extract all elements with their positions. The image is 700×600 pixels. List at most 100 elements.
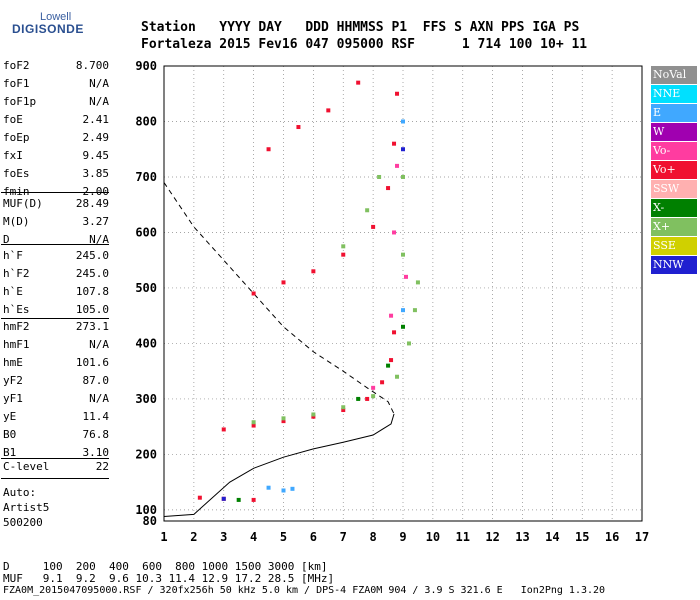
param-value: 245.0 bbox=[75, 249, 109, 262]
echo-point bbox=[392, 230, 397, 235]
param-row: h`F2 245.0 bbox=[3, 267, 109, 284]
param-row: M(D) 3.27 bbox=[3, 215, 109, 232]
footer-file-info: FZA0M_2015047095000.RSF / 320fx256h 50 k… bbox=[3, 585, 606, 596]
echo-point bbox=[326, 108, 331, 113]
echo-point bbox=[403, 274, 408, 279]
echo-point bbox=[389, 313, 394, 318]
param-row: hmF2 273.1 bbox=[3, 320, 109, 337]
param-row: h`E 107.8 bbox=[3, 285, 109, 302]
param-value: 105.0 bbox=[75, 303, 109, 316]
extrapolated-profile bbox=[163, 182, 395, 415]
param-value: 11.4 bbox=[82, 410, 110, 423]
echo-point bbox=[341, 244, 346, 249]
param-row: hmE 101.6 bbox=[3, 356, 109, 373]
param-name: MUF(D) bbox=[3, 197, 43, 210]
x-tick-label: 1 bbox=[160, 530, 167, 544]
param-row: fmin 2.00 bbox=[3, 185, 109, 202]
param-value: 273.1 bbox=[75, 320, 109, 333]
echo-point bbox=[401, 252, 405, 257]
x-tick-label: 5 bbox=[280, 530, 287, 544]
echo-point bbox=[401, 308, 405, 313]
param-row: h`F 245.0 bbox=[3, 249, 109, 266]
echo-point bbox=[221, 427, 226, 432]
x-tick-label: 15 bbox=[575, 530, 589, 544]
echo-point bbox=[311, 414, 316, 419]
echo-point bbox=[365, 396, 370, 401]
legend-item: X+ bbox=[651, 218, 697, 236]
param-value: N/A bbox=[89, 392, 109, 405]
x-tick-label: 17 bbox=[635, 530, 649, 544]
legend-item: W bbox=[651, 123, 697, 141]
panel-separator bbox=[1, 244, 109, 245]
clevel-value: 22 bbox=[95, 460, 109, 473]
footer-distance: D 100 200 400 600 800 1000 1500 3000 [km… bbox=[3, 560, 328, 573]
y-tick-label: 300 bbox=[135, 392, 157, 406]
param-value: 107.8 bbox=[75, 285, 109, 298]
footer-muf: MUF 9.1 9.2 9.6 10.3 11.4 12.9 17.2 28.5… bbox=[3, 572, 335, 585]
param-row: foE 2.41 bbox=[3, 113, 109, 130]
param-row: yF1 N/A bbox=[3, 392, 109, 409]
header-labels: Station YYYY DAY DDD HHMMSS P1 FFS S AXN… bbox=[141, 20, 580, 35]
y-tick-label: 400 bbox=[135, 336, 157, 350]
echo-point bbox=[401, 174, 405, 179]
echo-point bbox=[395, 91, 400, 96]
y-tick-label: 80 bbox=[143, 514, 157, 528]
x-tick-label: 14 bbox=[545, 530, 559, 544]
echo-point bbox=[392, 141, 397, 146]
x-tick-label: 16 bbox=[605, 530, 619, 544]
panel-separator bbox=[1, 478, 109, 479]
echo-point bbox=[377, 174, 382, 179]
echo-point bbox=[341, 405, 346, 410]
x-tick-label: 3 bbox=[220, 530, 227, 544]
true-height-profile bbox=[163, 413, 395, 518]
y-tick-label: 800 bbox=[135, 114, 157, 128]
param-value: N/A bbox=[89, 95, 109, 108]
param-name: foEp bbox=[3, 131, 30, 144]
param-value: 9.45 bbox=[82, 149, 110, 162]
x-tick-label: 11 bbox=[456, 530, 470, 544]
param-value: 76.8 bbox=[82, 428, 110, 441]
param-row: foEs 3.85 bbox=[3, 167, 109, 184]
echo-point bbox=[221, 496, 226, 501]
param-row: B1 3.10 bbox=[3, 446, 109, 463]
autoscale-line: Artist5 bbox=[3, 501, 50, 514]
echo-point bbox=[341, 252, 346, 257]
param-name: h`F bbox=[3, 249, 23, 262]
echo-point bbox=[401, 147, 405, 152]
x-tick-label: 8 bbox=[370, 530, 377, 544]
param-name: fmin bbox=[3, 185, 30, 198]
echo-point bbox=[296, 125, 301, 130]
param-value: 2.00 bbox=[82, 185, 110, 198]
logo-lowell: Lowell bbox=[40, 11, 72, 23]
echo-point bbox=[365, 208, 370, 213]
param-name: hmE bbox=[3, 356, 23, 369]
y-tick-label: 900 bbox=[135, 59, 157, 73]
echo-point bbox=[281, 280, 286, 285]
legend-item: NNE bbox=[651, 85, 697, 103]
param-row: yF2 87.0 bbox=[3, 374, 109, 391]
header-values: Fortaleza 2015 Fev16 047 095000 RSF 1 71… bbox=[141, 37, 588, 52]
param-name: B1 bbox=[3, 446, 17, 459]
chart-grid bbox=[163, 65, 643, 521]
x-tick-label: 2 bbox=[190, 530, 197, 544]
echo-point bbox=[341, 408, 346, 413]
param-row: MUF(D) 28.49 bbox=[3, 197, 109, 214]
param-value: 2.41 bbox=[82, 113, 110, 126]
echo-point bbox=[386, 186, 391, 191]
echo-point bbox=[251, 423, 256, 428]
echo-point bbox=[401, 324, 405, 329]
legend-item: SSW bbox=[651, 180, 697, 198]
autoscale-line: Auto: bbox=[3, 486, 37, 499]
param-row: foEp 2.49 bbox=[3, 131, 109, 148]
legend-item: NNW bbox=[651, 256, 697, 274]
param-row: D N/A bbox=[3, 233, 109, 250]
param-value: 3.85 bbox=[82, 167, 110, 180]
param-name: D bbox=[3, 233, 10, 246]
param-name: foEs bbox=[3, 167, 30, 180]
echo-point bbox=[356, 396, 361, 401]
echo-point bbox=[406, 341, 411, 346]
legend-item: NoVal bbox=[651, 66, 697, 84]
clevel-name: C-level bbox=[3, 460, 50, 473]
echo-point bbox=[197, 495, 202, 500]
param-value: 87.0 bbox=[82, 374, 110, 387]
